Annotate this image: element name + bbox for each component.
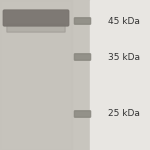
- Bar: [0, 0, 90, 150]
- Bar: [90, 0, 150, 150]
- Text: 25 kDa: 25 kDa: [108, 110, 140, 118]
- FancyBboxPatch shape: [7, 24, 65, 32]
- Bar: [0, 0, 72, 150]
- Text: 45 kDa: 45 kDa: [108, 16, 140, 26]
- FancyBboxPatch shape: [74, 54, 91, 60]
- FancyBboxPatch shape: [74, 111, 91, 117]
- FancyBboxPatch shape: [74, 18, 91, 24]
- FancyBboxPatch shape: [3, 10, 69, 26]
- Text: 35 kDa: 35 kDa: [108, 52, 140, 62]
